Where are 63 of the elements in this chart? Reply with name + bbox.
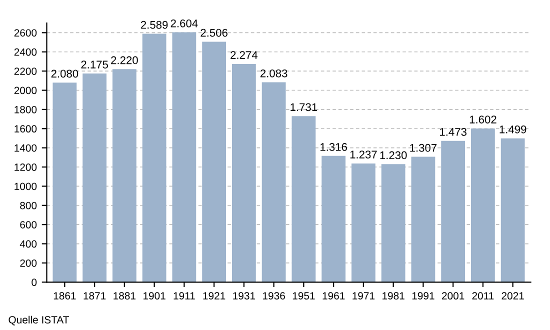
bar <box>52 82 77 282</box>
x-tick-label: 1936 <box>263 292 285 300</box>
x-tick-label: 1861 <box>54 292 76 300</box>
y-tick-label: 200 <box>20 259 37 267</box>
data-label: 1.602 <box>470 116 496 124</box>
bar <box>202 42 226 282</box>
data-label: 2.083 <box>260 69 288 78</box>
bar <box>142 34 166 282</box>
bar <box>112 69 136 282</box>
bar <box>411 156 436 282</box>
data-label: 1.473 <box>440 128 466 136</box>
y-tick-label: 1200 <box>14 164 37 171</box>
x-tick-label: 1971 <box>352 292 375 300</box>
y-tick-label: 2600 <box>14 29 37 37</box>
data-label: 2.220 <box>111 56 138 64</box>
x-tick-label: 1901 <box>144 292 166 300</box>
x-tick-label: 2021 <box>502 292 524 300</box>
bar <box>82 73 107 282</box>
data-label: 2.080 <box>51 70 78 78</box>
data-label: 1.731 <box>290 103 318 112</box>
data-label: 1.307 <box>410 144 437 152</box>
bar <box>172 32 196 282</box>
x-tick-label: 1951 <box>292 292 315 300</box>
y-tick-label: 600 <box>20 221 37 228</box>
x-tick-label: 1961 <box>322 292 345 300</box>
y-tick-label: 1000 <box>14 182 37 190</box>
x-tick-label: 1921 <box>203 292 226 300</box>
source-note: Quelle ISTAT <box>8 316 69 326</box>
y-tick-label: 800 <box>20 202 37 210</box>
bar <box>500 138 525 282</box>
y-tick-label: 0 <box>32 278 37 286</box>
x-tick-label: 1881 <box>114 292 136 300</box>
x-tick-label: 1981 <box>382 292 404 300</box>
x-tick-label: 1871 <box>84 292 106 300</box>
data-label: 2.175 <box>81 60 108 68</box>
x-tick-label: 2011 <box>472 292 494 300</box>
data-label: 1.499 <box>500 125 526 134</box>
bar <box>470 128 495 282</box>
y-tick-label: 2000 <box>14 86 37 94</box>
y-tick-label: 1800 <box>14 106 37 114</box>
bar <box>441 140 466 282</box>
y-tick-label: 1600 <box>14 125 37 133</box>
y-tick-label: 400 <box>20 240 37 248</box>
data-label: 1.316 <box>320 143 347 151</box>
y-tick-label: 2200 <box>14 68 37 75</box>
bar <box>322 156 346 282</box>
data-label: 2.274 <box>230 51 258 59</box>
bar <box>292 116 316 282</box>
bar <box>381 164 406 282</box>
y-tick-label: 2400 <box>14 48 37 56</box>
y-tick-label: 1400 <box>14 144 37 152</box>
bar <box>232 64 256 282</box>
data-label: 2.604 <box>170 19 198 28</box>
data-label: 1.230 <box>380 151 407 160</box>
bar <box>351 163 376 282</box>
data-label: 2.506 <box>200 28 228 37</box>
data-label: 2.589 <box>140 20 168 29</box>
x-tick-label: 1911 <box>174 292 195 300</box>
bar <box>262 82 286 282</box>
x-tick-label: 2001 <box>442 292 464 300</box>
x-tick-label: 1931 <box>233 292 256 300</box>
x-tick-label: 1991 <box>412 292 434 300</box>
data-label: 1.237 <box>350 150 377 158</box>
